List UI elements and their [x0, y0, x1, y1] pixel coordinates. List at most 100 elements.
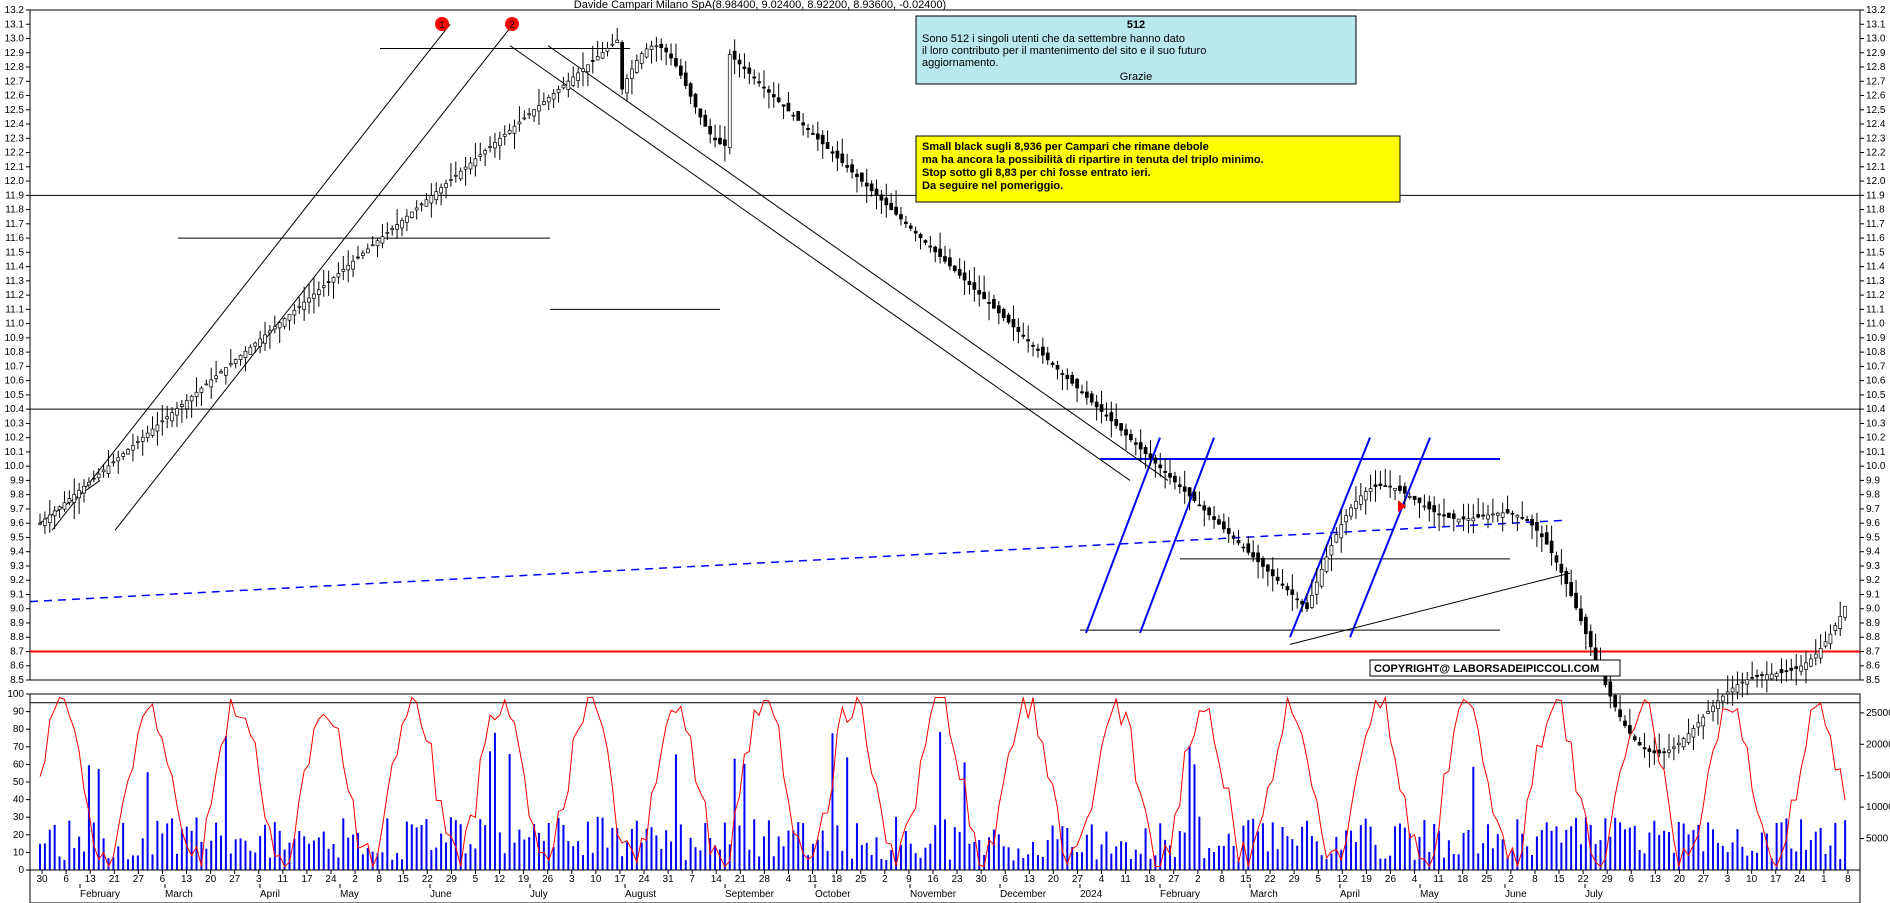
- svg-text:1: 1: [1821, 874, 1827, 885]
- svg-text:20000: 20000: [1866, 739, 1890, 750]
- svg-text:10.7: 10.7: [1866, 361, 1886, 372]
- svg-text:15000: 15000: [1866, 771, 1890, 782]
- svg-text:11.6: 11.6: [1866, 233, 1885, 244]
- svg-text:12.4: 12.4: [1866, 119, 1886, 130]
- svg-text:11.7: 11.7: [1866, 219, 1885, 230]
- svg-text:100: 100: [7, 689, 24, 700]
- svg-text:9.1: 9.1: [1866, 589, 1880, 600]
- svg-text:13.1: 13.1: [1866, 19, 1886, 30]
- svg-text:0: 0: [18, 865, 24, 876]
- svg-text:10.2: 10.2: [1866, 433, 1886, 444]
- svg-text:6: 6: [160, 874, 166, 885]
- svg-text:May: May: [1420, 889, 1439, 900]
- svg-text:11.2: 11.2: [1866, 290, 1885, 301]
- svg-text:25: 25: [1481, 874, 1493, 885]
- svg-text:May: May: [340, 889, 359, 900]
- svg-text:9.9: 9.9: [1866, 475, 1880, 486]
- svg-text:Davide Campari Milano SpA(8.98: Davide Campari Milano SpA(8.98400, 9.024…: [574, 0, 946, 11]
- svg-text:512: 512: [1127, 19, 1145, 31]
- svg-text:4: 4: [786, 874, 792, 885]
- svg-text:27: 27: [1698, 874, 1710, 885]
- svg-text:11.3: 11.3: [5, 276, 24, 287]
- svg-text:40: 40: [13, 795, 25, 806]
- svg-text:11.8: 11.8: [5, 205, 24, 216]
- svg-text:Grazie: Grazie: [1120, 71, 1152, 83]
- svg-text:10.8: 10.8: [5, 347, 25, 358]
- svg-text:13.2: 13.2: [1866, 5, 1886, 16]
- svg-text:22: 22: [422, 874, 434, 885]
- svg-text:November: November: [910, 889, 957, 900]
- svg-text:2: 2: [882, 874, 888, 885]
- svg-text:27: 27: [229, 874, 241, 885]
- svg-text:4: 4: [1099, 874, 1105, 885]
- svg-text:11.8: 11.8: [1866, 205, 1885, 216]
- svg-text:July: July: [1585, 889, 1603, 900]
- svg-text:13.1: 13.1: [5, 19, 25, 30]
- svg-text:9.6: 9.6: [10, 518, 24, 529]
- svg-text:9.0: 9.0: [1866, 604, 1880, 615]
- svg-text:Sono 512 i singoli utenti che: Sono 512 i singoli utenti che da settemb…: [922, 33, 1185, 45]
- svg-text:17: 17: [301, 874, 313, 885]
- svg-text:11.2: 11.2: [5, 290, 24, 301]
- svg-text:8.8: 8.8: [1866, 632, 1880, 643]
- svg-text:26: 26: [542, 874, 554, 885]
- svg-text:30: 30: [36, 874, 48, 885]
- svg-text:2: 2: [509, 20, 515, 31]
- svg-text:3: 3: [1725, 874, 1731, 885]
- svg-text:12.7: 12.7: [1866, 76, 1886, 87]
- svg-text:2024: 2024: [1080, 889, 1103, 900]
- svg-text:60: 60: [13, 759, 25, 770]
- svg-text:12.0: 12.0: [5, 176, 25, 187]
- svg-text:27: 27: [1168, 874, 1180, 885]
- svg-text:20: 20: [1048, 874, 1060, 885]
- svg-text:12.6: 12.6: [5, 91, 25, 102]
- svg-text:25: 25: [855, 874, 867, 885]
- svg-text:June: June: [1505, 889, 1527, 900]
- svg-text:8.6: 8.6: [1866, 661, 1880, 672]
- svg-text:12.9: 12.9: [1866, 48, 1886, 59]
- svg-text:25000: 25000: [1866, 708, 1890, 719]
- svg-text:11.4: 11.4: [1866, 262, 1885, 273]
- svg-text:10.0: 10.0: [5, 461, 25, 472]
- svg-text:4: 4: [1412, 874, 1418, 885]
- svg-text:10.7: 10.7: [5, 361, 25, 372]
- svg-text:11: 11: [1120, 874, 1131, 885]
- svg-text:10.0: 10.0: [1866, 461, 1886, 472]
- svg-text:26: 26: [1385, 874, 1397, 885]
- svg-text:8.7: 8.7: [10, 646, 24, 657]
- svg-text:10.8: 10.8: [1866, 347, 1886, 358]
- svg-text:July: July: [530, 889, 548, 900]
- svg-text:8.9: 8.9: [10, 618, 24, 629]
- svg-text:ma ha ancora la possibilità di: ma ha ancora la possibilità di ripartire…: [922, 154, 1264, 166]
- svg-text:8.5: 8.5: [1866, 675, 1880, 686]
- svg-text:10.2: 10.2: [5, 433, 25, 444]
- svg-text:10.9: 10.9: [5, 333, 25, 344]
- svg-text:9.4: 9.4: [10, 547, 24, 558]
- svg-text:27: 27: [1072, 874, 1084, 885]
- svg-text:9.5: 9.5: [10, 532, 24, 543]
- svg-text:11.3: 11.3: [1866, 276, 1885, 287]
- svg-text:9.8: 9.8: [1866, 490, 1880, 501]
- svg-text:11.6: 11.6: [5, 233, 24, 244]
- svg-text:6: 6: [63, 874, 69, 885]
- svg-text:9.5: 9.5: [1866, 532, 1880, 543]
- svg-text:20: 20: [1674, 874, 1686, 885]
- svg-text:10.4: 10.4: [5, 404, 25, 415]
- svg-text:10.1: 10.1: [5, 447, 25, 458]
- svg-text:8.9: 8.9: [1866, 618, 1880, 629]
- svg-text:29: 29: [446, 874, 458, 885]
- svg-text:10: 10: [1746, 874, 1758, 885]
- svg-text:11.5: 11.5: [5, 247, 24, 258]
- svg-text:5: 5: [1315, 874, 1321, 885]
- svg-text:13.0: 13.0: [1866, 34, 1886, 45]
- svg-text:24: 24: [325, 874, 337, 885]
- svg-text:80: 80: [13, 724, 25, 735]
- svg-text:16: 16: [927, 874, 939, 885]
- svg-text:12.5: 12.5: [5, 105, 25, 116]
- svg-text:10.3: 10.3: [5, 418, 25, 429]
- svg-text:aggiornamento.: aggiornamento.: [922, 57, 998, 69]
- svg-text:12.2: 12.2: [5, 148, 25, 159]
- svg-text:30: 30: [13, 812, 25, 823]
- svg-text:10.6: 10.6: [1866, 376, 1886, 387]
- svg-text:il loro contributo per il mant: il loro contributo per il mantenimento d…: [922, 45, 1206, 57]
